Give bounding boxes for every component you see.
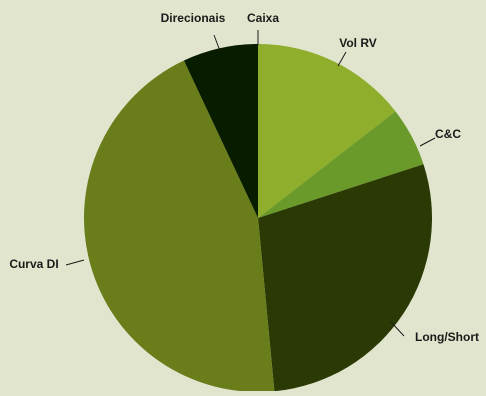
leader-line-curva-di <box>65 259 85 266</box>
pie-slice-curva-di <box>84 60 275 393</box>
leader-line-direcionais <box>213 34 221 52</box>
pie-slice-direcionais <box>183 44 258 218</box>
pie-slice-c-c <box>258 111 424 218</box>
slice-label-c-c: C&C <box>435 127 461 141</box>
leader-line-long-short <box>390 321 405 337</box>
slice-label-direcionais: Direcionais <box>161 11 226 25</box>
leader-line-c-c <box>419 137 436 147</box>
pie-labels: Caixa Vol RV C&C Long/Short Curva DI Direcion… <box>9 11 479 344</box>
slice-label-vol-rv: Vol RV <box>339 36 377 50</box>
pie-slice-vol-rv <box>258 44 396 218</box>
leader-line-vol-rv <box>337 51 347 67</box>
slice-label-curva-di: Curva DI <box>9 257 58 271</box>
pie-slices <box>84 44 432 393</box>
pie-leader-lines <box>65 30 436 337</box>
pie-slice-long-short <box>258 164 432 392</box>
slice-label-long-short: Long/Short <box>415 330 479 344</box>
slice-label-caixa: Caixa <box>247 11 279 25</box>
